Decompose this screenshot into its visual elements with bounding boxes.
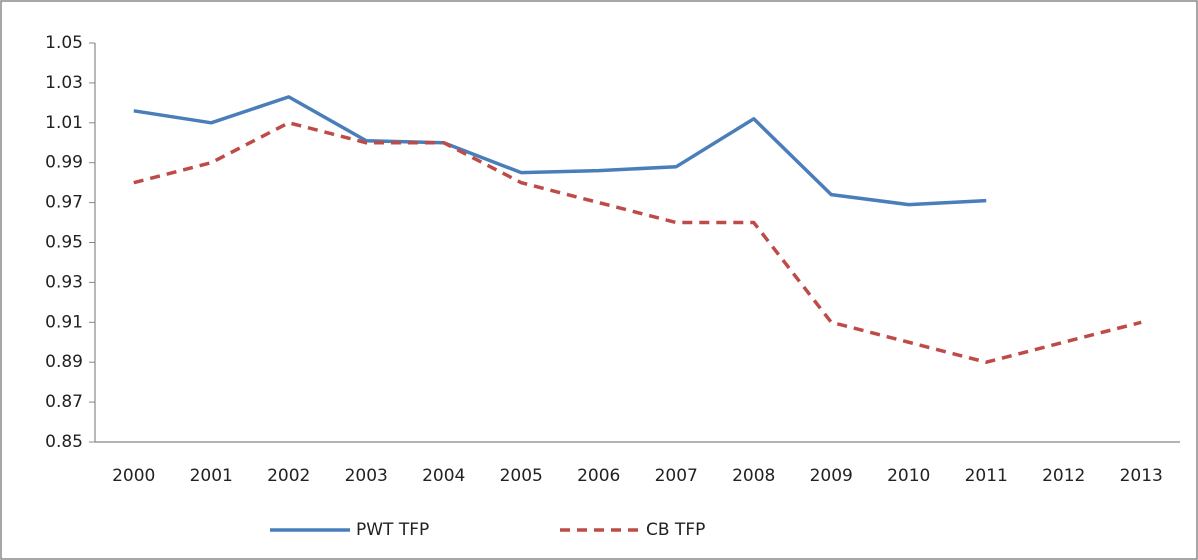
x-tick-label: 2009 <box>810 466 853 486</box>
y-tick-label: 0.85 <box>45 432 83 452</box>
y-tick-label: 0.95 <box>45 233 83 253</box>
x-tick-label: 2003 <box>345 466 388 486</box>
y-tick-label: 0.89 <box>45 352 83 372</box>
legend-label: CB TFP <box>646 520 705 540</box>
y-tick-label: 1.01 <box>45 113 83 133</box>
y-tick-label: 1.05 <box>45 33 83 53</box>
legend-label: PWT TFP <box>356 520 429 540</box>
x-tick-label: 2002 <box>267 466 310 486</box>
x-tick-label: 2000 <box>112 466 155 486</box>
x-tick-label: 2005 <box>500 466 543 486</box>
x-tick-label: 2001 <box>190 466 233 486</box>
y-tick-label: 0.93 <box>45 272 83 292</box>
series-line <box>133 95 987 207</box>
y-tick-label: 1.03 <box>45 73 83 93</box>
x-tick-label: 2008 <box>732 466 775 486</box>
y-tick-label: 0.99 <box>45 153 83 173</box>
x-tick-label: 2010 <box>887 466 930 486</box>
x-tick-label: 2007 <box>655 466 698 486</box>
y-tick-label: 0.87 <box>45 392 83 412</box>
x-tick-label: 2012 <box>1042 466 1085 486</box>
x-tick-label: 2013 <box>1120 466 1163 486</box>
y-tick-label: 0.97 <box>45 193 83 213</box>
x-tick-label: 2006 <box>577 466 620 486</box>
x-tick-label: 2011 <box>965 466 1008 486</box>
x-tick-label: 2004 <box>422 466 465 486</box>
y-tick-label: 0.91 <box>45 312 83 332</box>
series-line <box>133 121 1142 364</box>
